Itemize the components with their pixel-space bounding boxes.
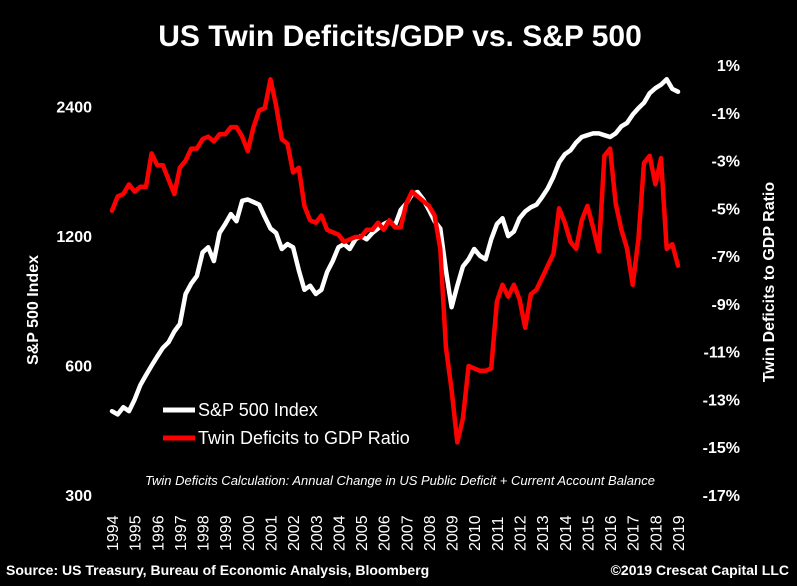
left-axis-ticks: 300 600 1200 2400: [56, 100, 92, 505]
x-tick-label: 2000: [241, 515, 258, 551]
legend: S&P 500 Index Twin Deficits to GDP Ratio: [163, 400, 410, 448]
x-tick-label: 2016: [603, 515, 620, 551]
series-layer: [109, 76, 681, 445]
right-axis-label: Twin Deficits to GDP Ratio: [761, 182, 778, 383]
copyright-text: ©2019 Crescat Capital LLC: [611, 562, 789, 578]
chart-title: US Twin Deficits/GDP vs. S&P 500: [158, 20, 642, 53]
x-tick-label: 2005: [354, 515, 371, 551]
right-tick-label: -9%: [712, 297, 740, 314]
calculation-note: Twin Deficits Calculation: Annual Change…: [145, 473, 655, 488]
right-tick-label: -11%: [704, 345, 740, 362]
right-tick-label: -13%: [703, 392, 740, 409]
x-tick-label: 2009: [445, 515, 462, 551]
left-tick-label: 2400: [56, 100, 92, 117]
x-tick-label: 2004: [331, 515, 348, 551]
x-tick-label: 1994: [105, 515, 122, 551]
x-tick-label: 2007: [399, 515, 416, 551]
x-tick-label: 2014: [558, 515, 575, 551]
x-tick-label: 1998: [196, 515, 213, 551]
x-tick-label: 2011: [490, 516, 507, 551]
x-tick-label: 2018: [648, 515, 665, 551]
x-tick-label: 2002: [286, 515, 303, 551]
right-tick-label: -7%: [712, 249, 740, 266]
right-tick-label: -1%: [712, 106, 740, 123]
x-tick-label: 2015: [580, 515, 597, 551]
x-tick-label: 2019: [671, 515, 688, 551]
x-tick-label: 1996: [150, 515, 167, 551]
x-tick-label: 1997: [173, 515, 190, 551]
left-tick-label: 1200: [56, 229, 92, 246]
source-text: Source: US Treasury, Bureau of Economic …: [6, 562, 429, 578]
right-axis-ticks: 1% -1% -3% -5% -7% -9% -11% -13% -15% -17%: [703, 58, 740, 505]
x-tick-label: 2001: [263, 515, 280, 551]
right-tick-label: -15%: [703, 440, 740, 457]
x-tick-label: 2012: [513, 515, 530, 551]
x-axis-ticks: 1994 1995 1996 1997 1998 1999 2000 2001 2002 2003…: [105, 515, 688, 551]
x-tick-label: 1995: [128, 515, 145, 551]
x-tick-label: 2010: [467, 515, 484, 551]
x-tick-label: 2003: [309, 515, 326, 551]
left-tick-label: 600: [65, 359, 92, 376]
series-line-twin-deficits: [109, 77, 681, 445]
left-tick-label: 300: [65, 488, 92, 505]
right-tick-label: -3%: [712, 154, 740, 171]
x-tick-label: 2017: [626, 515, 643, 551]
x-tick-label: 2006: [377, 515, 394, 551]
right-tick-label: 1%: [717, 58, 740, 75]
footer-bar: [0, 556, 797, 586]
x-tick-label: 1999: [218, 515, 235, 551]
legend-label-twin-deficits: Twin Deficits to GDP Ratio: [198, 428, 410, 448]
right-tick-label: -17%: [703, 488, 740, 505]
x-tick-label: 2013: [535, 515, 552, 551]
right-tick-label: -5%: [712, 201, 740, 218]
left-axis-label: S&P 500 Index: [25, 255, 42, 365]
x-tick-label: 2008: [422, 515, 439, 551]
legend-label-sp500: S&P 500 Index: [198, 400, 318, 420]
